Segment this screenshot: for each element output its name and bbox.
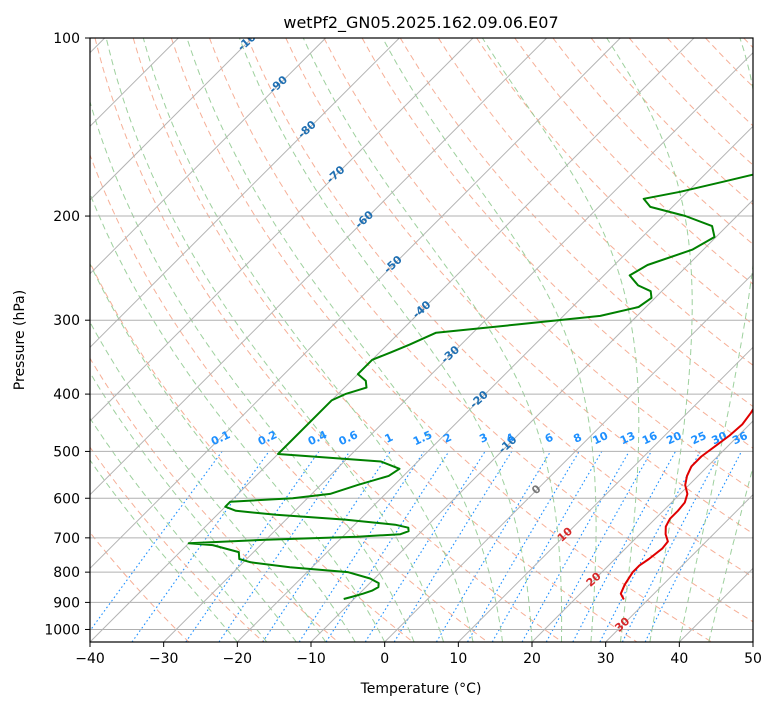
x-tick-label: 40 — [670, 651, 688, 667]
y-tick-label: 600 — [53, 491, 80, 507]
moist-adiabat — [678, 38, 753, 642]
moist-adiabat — [90, 371, 297, 642]
x-tick-label: −40 — [75, 651, 105, 667]
mixing-ratio-line — [644, 451, 742, 642]
moist-adiabat — [142, 38, 474, 642]
moist-adiabat — [481, 38, 640, 642]
y-axis-ticks: 100 200 300 400 500 600 700 800 900 1000 — [44, 31, 90, 638]
x-tick-label: −20 — [223, 651, 253, 667]
dry-adiabat — [90, 261, 414, 642]
profile-series — [187, 173, 753, 600]
mixing-ratio-line — [545, 451, 652, 642]
y-tick-label: 700 — [53, 531, 80, 547]
isotherm-line — [531, 420, 753, 642]
dry-adiabat — [437, 38, 753, 366]
dry-adiabat — [209, 38, 753, 623]
mixing-ratio-label: 25 — [689, 429, 708, 447]
plot-frame — [89, 37, 754, 643]
isotherm-line — [90, 38, 621, 570]
moist-adiabat — [90, 321, 327, 642]
mixing-ratio-line — [298, 451, 425, 642]
dry-adiabat — [247, 38, 753, 578]
dry-adiabat — [590, 38, 753, 206]
isotherm-line — [457, 346, 753, 642]
moist-adiabat — [606, 38, 693, 642]
mixing-ratio-line — [325, 451, 450, 642]
moist-adiabat — [186, 38, 503, 642]
dry-adiabat — [170, 38, 712, 642]
dry-adiabat — [132, 38, 638, 642]
isotherm-line — [236, 125, 753, 642]
y-tick-label: 400 — [53, 387, 80, 403]
isotherm-line — [605, 493, 753, 642]
x-tick-label: 50 — [744, 651, 762, 667]
moist-adiabat — [238, 38, 533, 642]
isotherm-line — [90, 38, 253, 201]
mixing-ratio-line — [262, 451, 391, 642]
y-tick-label: 1000 — [44, 622, 80, 638]
isotherm-line — [90, 38, 400, 349]
mixing-ratio-line — [90, 451, 223, 632]
mixing-ratio-label: 13 — [618, 429, 637, 447]
isotherm-line — [90, 38, 548, 496]
mixing-ratio-line — [393, 451, 513, 642]
isotherm-line — [163, 51, 753, 642]
dry-adiabat — [285, 38, 753, 535]
y-tick-label: 800 — [53, 565, 80, 581]
moist-adiabat — [302, 38, 563, 642]
temperature-line — [619, 407, 753, 600]
x-axis-ticks: −40 −30 −20 −10 0 10 20 30 40 50 — [75, 642, 762, 667]
mixing-ratio-label: 30 — [710, 429, 730, 447]
dry-adiabat — [90, 153, 488, 642]
isotherm-line — [90, 38, 327, 275]
dry-adiabat — [323, 38, 753, 492]
mixing-ratio-label: 16 — [640, 429, 660, 447]
y-tick-label: 900 — [53, 595, 80, 611]
y-tick-label: 200 — [53, 209, 80, 225]
dry-adiabat — [399, 38, 753, 408]
x-tick-label: 30 — [597, 651, 615, 667]
y-tick-label: 500 — [53, 444, 80, 460]
mixing-ratio-line — [521, 451, 630, 642]
mixing-ratio-label: 10 — [591, 429, 611, 447]
dry-adiabat — [94, 38, 563, 642]
x-axis-title: Temperature (°C) — [360, 681, 482, 697]
dry-adiabat — [90, 446, 264, 642]
mixing-ratio-line — [572, 451, 676, 642]
x-tick-label: 20 — [523, 651, 541, 667]
moist-adiabat — [90, 262, 356, 642]
mixing-ratio-line — [621, 451, 722, 642]
x-tick-label: −10 — [296, 651, 326, 667]
x-tick-label: −30 — [149, 651, 179, 667]
moist-adiabat — [90, 192, 386, 642]
isotherm-line — [310, 199, 753, 642]
moist-adiabat — [382, 38, 597, 642]
mixing-ratio-label: 20 — [664, 429, 684, 447]
moist-adiabat — [105, 38, 445, 642]
mixing-ratio-line — [599, 451, 701, 642]
x-tick-label: 10 — [449, 651, 467, 667]
dewpoint-line — [187, 173, 753, 600]
y-axis-title: Pressure (hPa) — [12, 290, 28, 390]
dry-adiabat — [552, 38, 753, 245]
background-lines — [90, 38, 753, 642]
moist-adiabat — [90, 459, 238, 642]
mixing-ratio-label: 36 — [730, 429, 750, 447]
y-tick-label: 300 — [53, 313, 80, 329]
x-tick-label: 0 — [380, 651, 389, 667]
chart-title: wetPf2_GN05.2025.162.09.06.E07 — [283, 13, 558, 33]
y-tick-label: 100 — [53, 31, 80, 47]
moist-adiabat — [708, 465, 753, 642]
isotherm-line — [384, 272, 753, 642]
isotherm-line — [90, 38, 474, 422]
moist-adiabat — [90, 417, 268, 642]
isotherm-line — [90, 38, 695, 642]
